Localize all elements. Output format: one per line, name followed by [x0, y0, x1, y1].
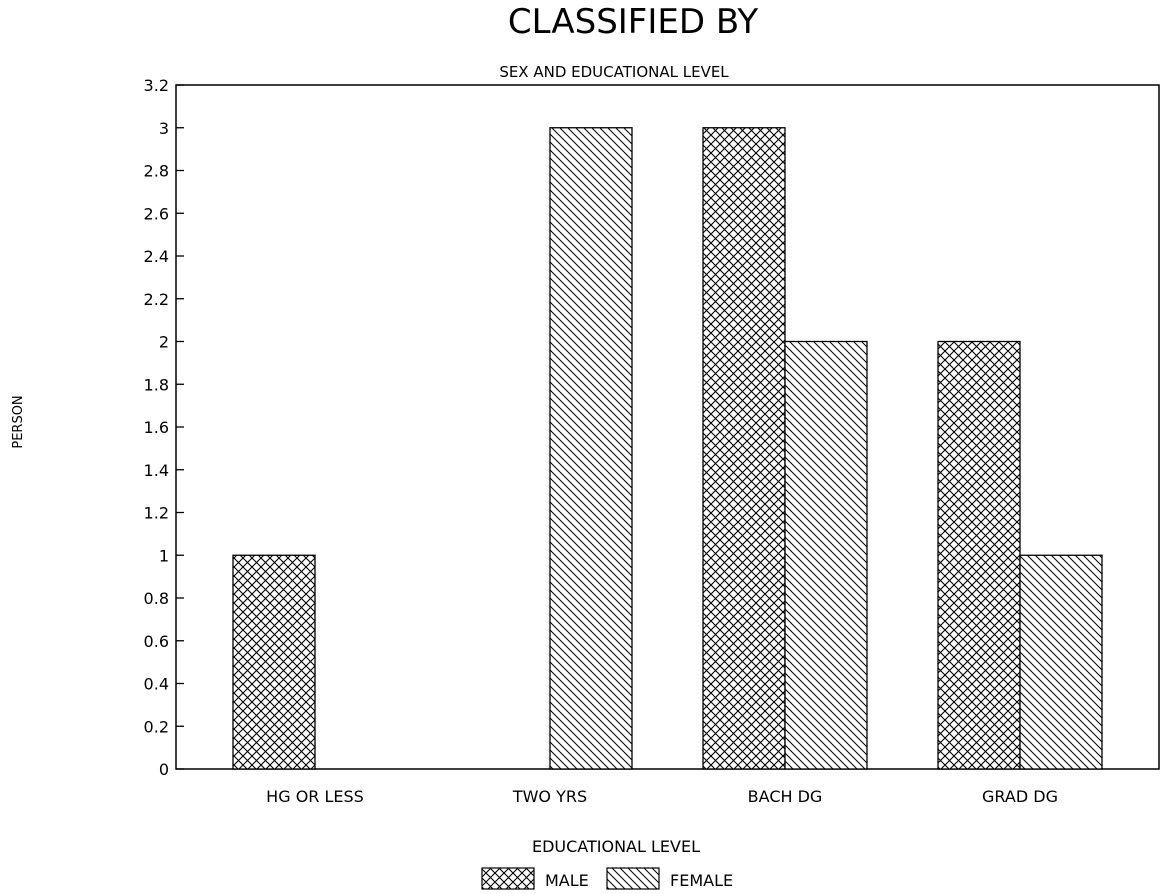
- bars: [232, 127, 1103, 770]
- y-tick-label: 1.6: [144, 418, 169, 437]
- x-tick-label: GRAD DG: [982, 787, 1058, 806]
- y-tick-label: 0: [159, 760, 169, 779]
- bar-male: [702, 127, 786, 770]
- y-tick-label: 1.4: [144, 461, 169, 480]
- y-tick-label: 3.2: [144, 76, 169, 95]
- x-axis-label: EDUCATIONAL LEVEL: [532, 837, 700, 856]
- x-tick-label: HG OR LESS: [266, 787, 364, 806]
- y-tick-label: 2: [159, 333, 169, 352]
- x-axis: HG OR LESS TWO YRS BACH DG GRAD DG: [266, 787, 1058, 806]
- x-tick-label: BACH DG: [748, 787, 823, 806]
- chart-title: CLASSIFIED BY: [508, 2, 758, 42]
- x-tick-label: TWO YRS: [512, 787, 587, 806]
- y-axis: 0 0.2 0.4 0.6 0.8 1 1.2 1.4 1.6 1.8 2 2.2 2.4 2.6 2.8 3…: [144, 76, 184, 779]
- y-tick-label: 2.2: [144, 290, 169, 309]
- legend-swatch-male: [481, 867, 535, 890]
- legend-label-male: MALE: [545, 871, 589, 890]
- bar-female: [1019, 554, 1103, 770]
- y-tick-label: 0.4: [144, 675, 169, 694]
- y-tick-label: 0.8: [144, 589, 169, 608]
- y-tick-label: 2.4: [144, 247, 169, 266]
- y-tick-label: 1.2: [144, 504, 169, 523]
- legend-label-female: FEMALE: [670, 871, 733, 890]
- y-tick-label: 3: [159, 119, 169, 138]
- bar-male: [937, 340, 1021, 770]
- bar-female: [784, 340, 868, 770]
- chart-subtitle: SEX AND EDUCATIONAL LEVEL: [499, 63, 729, 81]
- y-tick-label: 1: [159, 546, 169, 565]
- bar-male: [232, 554, 316, 770]
- legend-item-male: MALE: [481, 867, 589, 890]
- y-tick-label: 2.6: [144, 204, 169, 223]
- bar-female: [549, 127, 633, 770]
- y-axis-label: PERSON: [11, 395, 26, 448]
- legend-item-female: FEMALE: [606, 867, 733, 890]
- y-tick-label: 2.8: [144, 162, 169, 181]
- y-tick-label: 0.6: [144, 632, 169, 651]
- y-tick-label: 0.2: [144, 717, 169, 736]
- y-tick-label: 1.8: [144, 375, 169, 394]
- legend-swatch-female: [606, 867, 660, 890]
- legend: MALE FEMALE: [481, 867, 733, 890]
